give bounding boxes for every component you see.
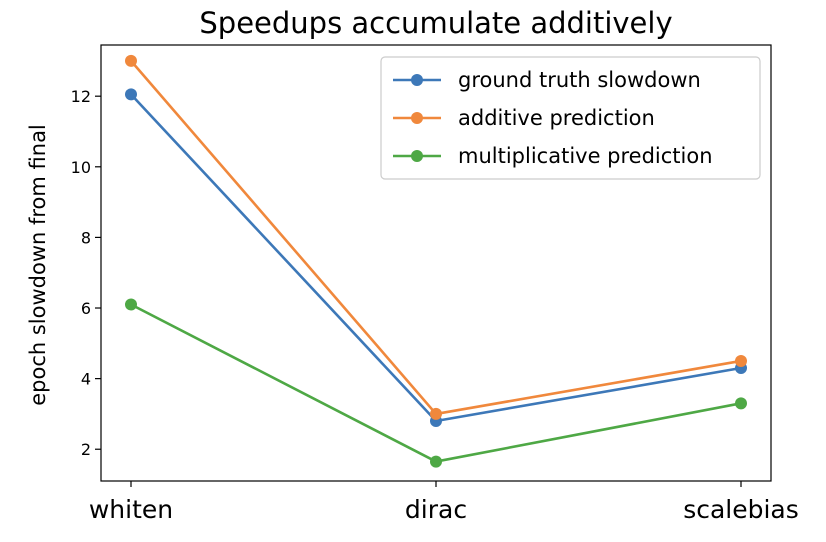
- data-point: [735, 354, 747, 367]
- y-tick-label: 4: [81, 370, 91, 389]
- legend-label: ground truth slowdown: [458, 68, 701, 92]
- y-tick-label: 12: [71, 87, 91, 106]
- x-tick-label: dirac: [405, 495, 467, 524]
- y-tick-label: 2: [81, 440, 91, 459]
- legend-label: multiplicative prediction: [458, 144, 713, 168]
- legend-marker: [411, 150, 423, 162]
- data-point: [430, 455, 442, 468]
- data-point: [125, 54, 137, 67]
- data-point: [735, 397, 747, 410]
- y-tick-label: 6: [81, 299, 91, 318]
- chart-title: Speedups accumulate additively: [199, 6, 672, 40]
- legend-marker: [411, 112, 423, 124]
- y-tick-label: 10: [71, 158, 91, 177]
- y-axis-label: epoch slowdown from final: [26, 124, 50, 406]
- legend-label: additive prediction: [458, 106, 655, 130]
- data-point: [125, 88, 137, 101]
- legend-marker: [411, 74, 423, 86]
- x-tick-label: scalebias: [683, 495, 799, 524]
- y-tick-label: 8: [81, 228, 91, 247]
- legend: ground truth slowdown additive prediction…: [380, 56, 761, 180]
- data-point: [430, 407, 442, 420]
- plot-area: [125, 54, 747, 468]
- data-point: [125, 298, 137, 311]
- legend-box: [380, 56, 761, 180]
- x-tick-label: whiten: [89, 495, 173, 524]
